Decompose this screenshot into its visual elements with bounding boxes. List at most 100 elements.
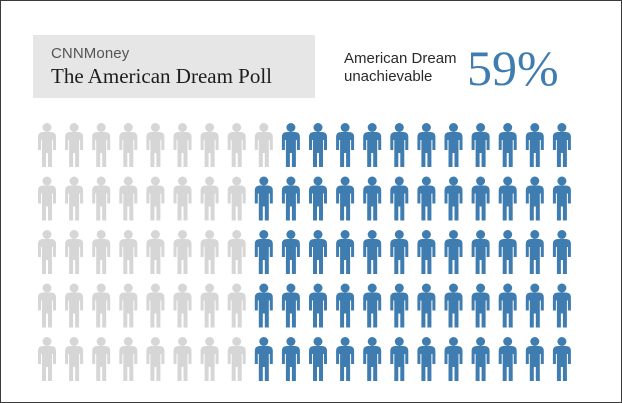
person-icon	[498, 230, 517, 274]
person-icon	[390, 337, 409, 381]
person-icon	[444, 337, 463, 381]
person-icon	[390, 176, 409, 221]
person-icon	[471, 123, 490, 167]
person-icon	[65, 283, 84, 328]
person-icon	[92, 283, 111, 328]
person-icon	[254, 283, 273, 328]
person-icon	[200, 230, 219, 274]
person-icon	[92, 337, 111, 381]
person-icon	[173, 176, 192, 221]
person-icon	[281, 337, 300, 381]
person-icon	[38, 337, 56, 381]
person-icon	[254, 123, 273, 167]
person-icon	[227, 337, 246, 381]
stat-label: American Dream unachievable	[344, 50, 474, 86]
person-icon	[309, 123, 327, 167]
person-icon	[173, 337, 192, 381]
person-icon	[498, 337, 517, 381]
person-icon	[227, 176, 246, 221]
person-icon	[309, 230, 327, 274]
brand-label: CNNMoney	[51, 45, 130, 62]
person-icon	[227, 230, 246, 274]
person-icon	[146, 123, 165, 167]
person-icon	[363, 283, 382, 328]
person-icon	[363, 337, 382, 381]
person-icon	[525, 176, 544, 221]
title-box: CNNMoney The American Dream Poll	[33, 35, 315, 98]
person-icon	[281, 176, 300, 221]
person-icon	[119, 176, 138, 221]
person-icon	[309, 176, 327, 221]
person-icon	[146, 283, 165, 328]
person-icon	[38, 283, 56, 328]
person-icon	[498, 123, 517, 167]
person-icon	[173, 230, 192, 274]
person-icon	[417, 337, 436, 381]
person-icon	[173, 283, 192, 328]
person-icon	[444, 230, 463, 274]
person-icon	[119, 230, 138, 274]
person-icon	[65, 123, 84, 167]
person-icon	[390, 230, 409, 274]
person-icon	[444, 283, 463, 328]
person-icon	[200, 337, 219, 381]
person-icon	[227, 123, 246, 167]
person-icon	[146, 176, 165, 221]
page-title: The American Dream Poll	[51, 64, 273, 88]
person-icon	[227, 283, 246, 328]
person-icon	[390, 283, 409, 328]
person-icon	[471, 230, 490, 274]
person-icon	[471, 176, 490, 221]
person-icon	[471, 283, 490, 328]
person-icon	[336, 176, 355, 221]
person-icon	[254, 176, 273, 221]
person-icon	[336, 123, 355, 167]
person-icon	[119, 123, 138, 167]
person-icon	[65, 230, 84, 274]
person-icon	[552, 337, 571, 381]
person-icon	[363, 230, 382, 274]
person-icon	[417, 176, 436, 221]
person-icon	[65, 176, 84, 221]
stat-label-line-2: unachievable	[344, 68, 433, 85]
person-icon	[525, 230, 544, 274]
person-icon	[200, 283, 219, 328]
person-icon	[92, 176, 111, 221]
person-icon	[552, 123, 571, 167]
person-icon	[525, 123, 544, 167]
person-icon	[525, 337, 544, 381]
person-icon	[336, 283, 355, 328]
person-icon	[173, 123, 192, 167]
person-icon	[390, 123, 409, 167]
person-icon	[363, 123, 382, 167]
person-icon	[471, 337, 490, 381]
person-icon	[38, 230, 56, 274]
person-icon	[417, 230, 436, 274]
person-icon	[417, 283, 436, 328]
person-icon	[38, 176, 56, 221]
person-icon	[444, 123, 463, 167]
person-icon	[281, 230, 300, 274]
person-icon	[281, 123, 300, 167]
person-icon	[119, 337, 138, 381]
person-icon	[200, 123, 219, 167]
person-icon	[146, 337, 165, 381]
person-icon	[92, 123, 111, 167]
stat-value: 59%	[467, 40, 559, 96]
stat-label-line-1: American Dream	[344, 50, 457, 67]
person-icon	[309, 337, 327, 381]
person-icon	[336, 337, 355, 381]
person-icon	[92, 230, 111, 274]
person-icon	[281, 283, 300, 328]
person-icon	[254, 230, 273, 274]
person-icon	[65, 337, 84, 381]
person-icon	[552, 230, 571, 274]
person-icon	[444, 176, 463, 221]
person-icon	[119, 283, 138, 328]
person-icon	[38, 123, 56, 167]
person-icon	[309, 283, 327, 328]
person-icon	[363, 176, 382, 221]
person-icon	[498, 283, 517, 328]
